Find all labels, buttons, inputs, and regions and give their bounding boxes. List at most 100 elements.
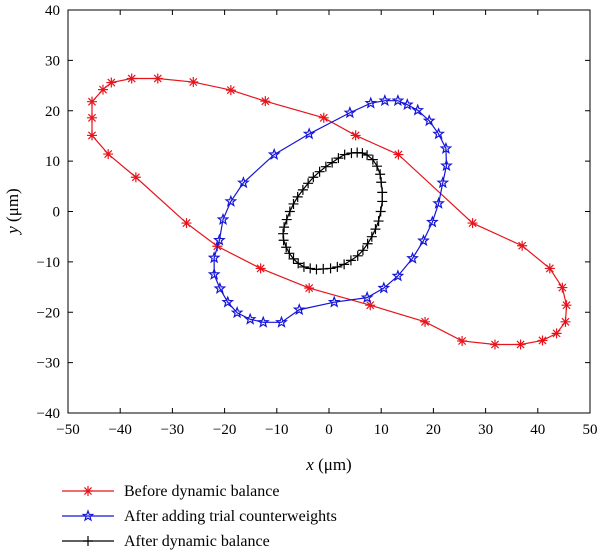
data-point bbox=[212, 233, 226, 246]
data-point bbox=[372, 161, 383, 172]
legend-label: Before dynamic balance bbox=[124, 483, 279, 500]
data-point bbox=[103, 149, 114, 160]
data-point bbox=[281, 214, 292, 225]
data-point bbox=[375, 206, 386, 217]
data-point bbox=[181, 218, 192, 229]
data-point bbox=[314, 166, 325, 177]
data-point bbox=[436, 176, 450, 189]
data-point bbox=[288, 253, 299, 264]
series-0 bbox=[87, 73, 572, 350]
data-point bbox=[560, 316, 571, 327]
data-point bbox=[97, 84, 108, 95]
data-point bbox=[260, 96, 271, 107]
data-point bbox=[377, 281, 391, 294]
data-point bbox=[439, 141, 453, 154]
x-tick-label: 10 bbox=[374, 422, 389, 438]
data-point bbox=[370, 224, 381, 235]
x-tick-label: 30 bbox=[478, 422, 493, 438]
data-point bbox=[377, 187, 388, 198]
data-point bbox=[332, 261, 343, 272]
data-point bbox=[152, 73, 163, 84]
data-point bbox=[551, 328, 562, 339]
y-tick-labels: −40 −30 −20 −10 0 10 20 30 40 bbox=[37, 3, 60, 422]
data-point bbox=[256, 315, 270, 328]
plot-frame bbox=[67, 9, 591, 414]
data-point bbox=[292, 303, 306, 316]
x-tick-label: −40 bbox=[108, 422, 131, 438]
data-point bbox=[425, 215, 439, 228]
data-point bbox=[237, 176, 250, 189]
data-point bbox=[293, 258, 304, 269]
series-line bbox=[213, 100, 448, 323]
y-tick-label: 40 bbox=[45, 3, 60, 19]
data-point bbox=[432, 127, 446, 140]
data-point bbox=[360, 290, 374, 304]
x-tick-label: −10 bbox=[265, 422, 288, 438]
data-point bbox=[400, 97, 414, 111]
data-point bbox=[126, 73, 137, 84]
data-point bbox=[417, 234, 430, 247]
y-tick-label: −20 bbox=[37, 305, 60, 321]
data-point bbox=[373, 216, 384, 227]
data-point bbox=[288, 198, 299, 209]
data-point bbox=[362, 238, 373, 249]
x-tick-label: −20 bbox=[213, 422, 236, 438]
data-point bbox=[440, 158, 453, 172]
data-point bbox=[87, 96, 98, 107]
data-point bbox=[230, 306, 244, 319]
data-point bbox=[130, 172, 141, 183]
data-point bbox=[213, 281, 227, 295]
data-point bbox=[305, 263, 316, 274]
data-point bbox=[278, 228, 289, 239]
data-point bbox=[362, 150, 373, 161]
data-point bbox=[393, 149, 404, 160]
data-point bbox=[339, 149, 350, 160]
data-point bbox=[343, 106, 357, 119]
data-point bbox=[304, 283, 315, 294]
data-point bbox=[517, 240, 528, 251]
data-point bbox=[275, 315, 288, 328]
data-point bbox=[221, 295, 235, 308]
data-point bbox=[537, 335, 548, 346]
y-tick-label: −30 bbox=[37, 356, 60, 372]
axes-layer bbox=[67, 9, 591, 414]
y-axis-label: y (μm) bbox=[3, 188, 22, 235]
data-point bbox=[207, 251, 221, 264]
data-point bbox=[311, 264, 322, 275]
data-point bbox=[216, 212, 230, 226]
data-point bbox=[255, 263, 266, 274]
data-point bbox=[339, 259, 350, 270]
data-point bbox=[391, 269, 405, 282]
data-point bbox=[87, 112, 98, 123]
data-point bbox=[366, 231, 377, 242]
data-point bbox=[83, 486, 93, 496]
data-point bbox=[333, 153, 344, 164]
data-point bbox=[281, 242, 292, 253]
legend-entry: After adding trial counterweights bbox=[62, 508, 337, 525]
data-point bbox=[188, 77, 199, 88]
data-point bbox=[467, 218, 478, 229]
data-point bbox=[457, 335, 468, 346]
data-point bbox=[81, 509, 95, 522]
data-point bbox=[364, 96, 378, 109]
x-tick-label: −30 bbox=[161, 422, 184, 438]
legend-entry: After dynamic balance bbox=[62, 533, 270, 550]
data-point bbox=[327, 295, 341, 308]
y-tick-label: 30 bbox=[45, 53, 60, 69]
data-point bbox=[284, 248, 295, 259]
data-point bbox=[391, 93, 405, 107]
data-point bbox=[489, 339, 500, 350]
data-point bbox=[302, 127, 316, 140]
data-point bbox=[83, 536, 93, 546]
data-point bbox=[327, 157, 338, 168]
y-tick-label: 20 bbox=[45, 104, 60, 120]
data-point bbox=[267, 147, 281, 161]
data-point bbox=[243, 312, 257, 325]
data-point bbox=[87, 130, 98, 141]
x-axis-label: x (μm) bbox=[305, 455, 351, 474]
data-point bbox=[406, 251, 419, 264]
series-line bbox=[91, 77, 568, 346]
data-point bbox=[225, 85, 236, 96]
data-point bbox=[432, 196, 446, 209]
